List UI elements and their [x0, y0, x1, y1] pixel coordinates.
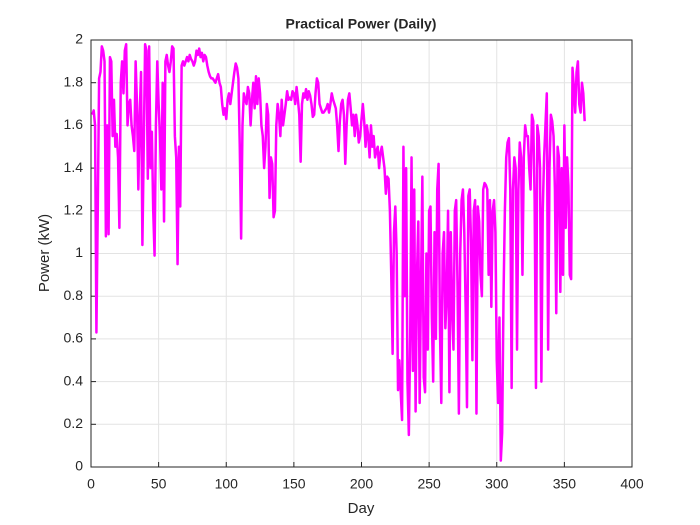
- x-tick-label: 300: [485, 476, 509, 492]
- x-tick-label: 50: [151, 476, 167, 492]
- y-tick-label: 0.2: [64, 415, 84, 431]
- y-tick-label: 2: [75, 31, 83, 47]
- y-axis-label: Power (kW): [36, 214, 53, 292]
- x-tick-label: 400: [620, 476, 644, 492]
- plot-frame: [90, 39, 633, 468]
- y-tick-label: 0: [75, 458, 83, 474]
- x-tick-label: 200: [350, 476, 374, 492]
- y-tick-label: 0.6: [64, 330, 84, 346]
- x-tick-label: 0: [87, 476, 95, 492]
- y-tick-label: 1.6: [64, 116, 84, 132]
- x-axis-label: Day: [348, 500, 375, 517]
- y-tick-label: 1.2: [64, 202, 84, 218]
- x-tick-label: 100: [215, 476, 239, 492]
- data-line: [91, 43, 586, 462]
- chart-title: Practical Power (Daily): [286, 16, 437, 32]
- y-tick-label: 1.8: [64, 73, 84, 89]
- y-tick-label: 1.4: [64, 159, 84, 175]
- y-tick-label: 0.8: [64, 287, 84, 303]
- x-tick-label: 150: [282, 476, 306, 492]
- x-tick-label: 250: [417, 476, 441, 492]
- x-tick-label: 350: [553, 476, 577, 492]
- y-tick-label: 0.4: [64, 372, 84, 388]
- y-tick-label: 1: [75, 244, 83, 260]
